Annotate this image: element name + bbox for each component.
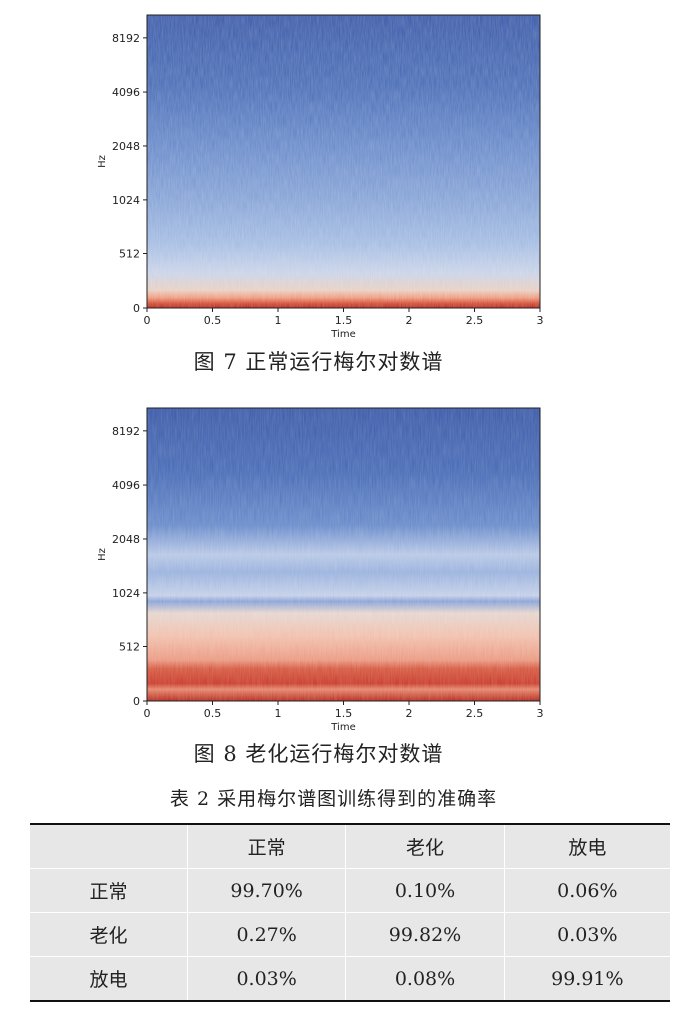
table-cell: 99.91% xyxy=(504,956,670,1001)
y-tick-label: 4096 xyxy=(112,86,140,99)
x-tick-label: 2.5 xyxy=(466,314,484,327)
x-tick-label: 1 xyxy=(275,707,282,720)
x-tick-label: 0.5 xyxy=(204,314,222,327)
x-tick-label: 0 xyxy=(144,314,151,327)
x-tick-label: 2.5 xyxy=(466,707,484,720)
spectrogram-aging xyxy=(147,408,540,701)
row-label: 放电 xyxy=(30,956,188,1001)
x-tick-label: 2 xyxy=(406,314,413,327)
spectrogram-normal xyxy=(147,15,540,308)
table-cell: 0.03% xyxy=(504,912,670,957)
table-cell: 0.06% xyxy=(504,868,670,913)
y-tick-label: 1024 xyxy=(112,194,140,207)
header-cell xyxy=(30,824,188,869)
table-header-row: 正常 老化 放电 xyxy=(30,824,670,869)
table-row: 老化 0.27% 99.82% 0.03% xyxy=(30,912,670,957)
x-tick-label: 1.5 xyxy=(335,707,353,720)
x-axis-label: Time xyxy=(330,329,355,340)
y-axis-label: Hz xyxy=(97,548,108,561)
header-cell: 老化 xyxy=(345,824,505,869)
y-tick-label: 512 xyxy=(119,641,140,654)
y-axis-label: Hz xyxy=(97,155,108,168)
header-cell: 正常 xyxy=(187,824,347,869)
x-tick-label: 2 xyxy=(406,707,413,720)
y-tick-label: 512 xyxy=(119,248,140,261)
x-tick-label: 3 xyxy=(537,707,544,720)
table-cell: 0.08% xyxy=(345,956,505,1001)
table-2-title: 表 2 采用梅尔谱图训练得到的准确率 xyxy=(169,788,498,810)
y-tick-label: 8192 xyxy=(112,32,140,45)
y-tick-label: 1024 xyxy=(112,587,140,600)
y-tick-label: 0 xyxy=(133,302,140,315)
x-tick-label: 0 xyxy=(144,707,151,720)
table-row: 放电 0.03% 0.08% 99.91% xyxy=(30,956,670,1001)
table-cell: 0.27% xyxy=(187,912,347,957)
table-row: 正常 99.70% 0.10% 0.06% xyxy=(30,868,670,913)
y-tick-label: 0 xyxy=(133,695,140,708)
row-label: 正常 xyxy=(30,868,188,913)
y-tick-label: 8192 xyxy=(112,425,140,438)
y-tick-label: 2048 xyxy=(112,140,140,153)
x-tick-label: 0.5 xyxy=(204,707,222,720)
table-cell: 0.10% xyxy=(345,868,505,913)
row-label: 老化 xyxy=(30,912,188,957)
table-cell: 99.70% xyxy=(187,868,347,913)
x-tick-label: 3 xyxy=(537,314,544,327)
x-tick-label: 1 xyxy=(275,314,282,327)
table-cell: 99.82% xyxy=(345,912,505,957)
y-tick-label: 2048 xyxy=(112,533,140,546)
accuracy-table: 正常 老化 放电 正常 99.70% 0.10% 0.06% 老化 0.27% … xyxy=(30,823,670,1002)
figure-8-caption: 图 8 老化运行梅尔对数谱 xyxy=(193,742,444,766)
y-tick-label: 4096 xyxy=(112,479,140,492)
x-tick-label: 1.5 xyxy=(335,314,353,327)
table-cell: 0.03% xyxy=(187,956,347,1001)
figure-7-caption: 图 7 正常运行梅尔对数谱 xyxy=(193,350,444,374)
x-axis-label: Time xyxy=(330,722,355,733)
header-cell: 放电 xyxy=(504,824,670,869)
